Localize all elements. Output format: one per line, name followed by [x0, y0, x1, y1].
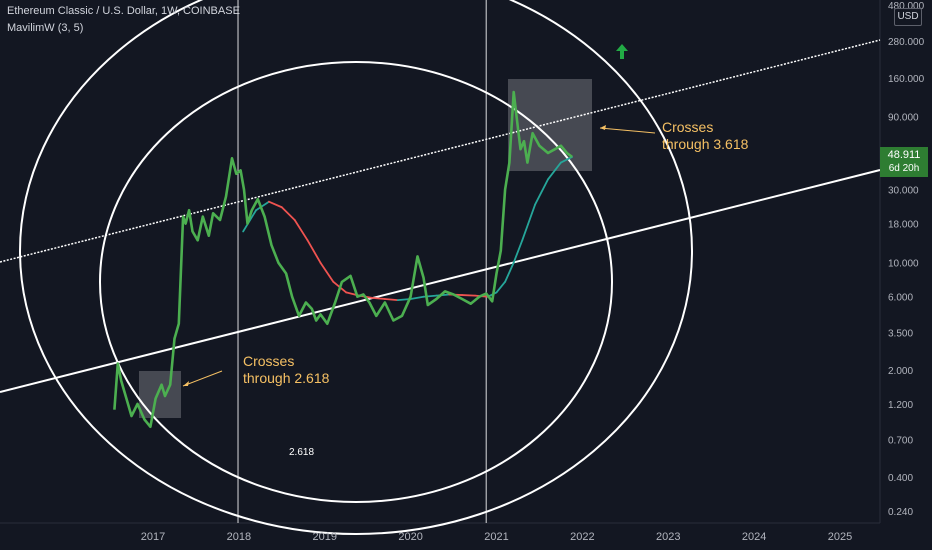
x-tick-label: 2023 — [656, 531, 680, 543]
x-tick-label: 2018 — [227, 531, 251, 543]
y-tick-label: 90.000 — [888, 112, 919, 123]
bar-countdown: 6d 20h — [888, 163, 920, 174]
annotation-upper[interactable]: Crosses through 3.618 — [662, 119, 749, 152]
ma-segment — [255, 200, 270, 212]
last-price-value: 48.911 — [887, 149, 921, 161]
ma-segment — [268, 200, 283, 209]
y-tick-label: 0.240 — [888, 507, 913, 518]
ma-segment — [383, 298, 399, 302]
y-tick-label: 0.400 — [888, 473, 913, 484]
indicator-label[interactable]: MavilimW (3, 5) — [7, 22, 84, 34]
currency-badge[interactable]: USD — [894, 8, 922, 26]
annotation-arrow-upper[interactable] — [599, 127, 656, 134]
ma-segment — [306, 239, 322, 264]
y-tick-label: 480.000 — [888, 1, 925, 12]
y-tick-label: 2.000 — [888, 366, 913, 377]
x-tick-label: 2025 — [828, 531, 852, 543]
ring-label: 2.618 — [289, 447, 314, 458]
y-tick-label: 280.000 — [888, 37, 925, 48]
x-tick-label: 2017 — [141, 531, 165, 543]
highlight-box-lower[interactable] — [139, 371, 181, 418]
trendline-solid[interactable] — [0, 169, 881, 393]
x-tick-label: 2020 — [398, 531, 422, 543]
ma-segment — [280, 206, 296, 221]
x-tick-label: 2019 — [313, 531, 337, 543]
ma-segment — [371, 296, 386, 300]
y-tick-label: 6.000 — [888, 293, 913, 304]
annotation-arrow-lower[interactable] — [182, 370, 223, 387]
annotation-lower[interactable]: Crosses through 2.618 — [243, 353, 330, 386]
x-tick-label: 2022 — [570, 531, 594, 543]
fib-ellipse-outer[interactable] — [19, 0, 693, 535]
y-tick-label: 160.000 — [888, 74, 925, 85]
annotation-arrowhead-lower — [183, 381, 189, 386]
ma-segment — [560, 156, 573, 164]
y-tick-label: 1.200 — [888, 400, 913, 411]
fib-ellipse-inner[interactable] — [99, 61, 613, 503]
ma-segment — [504, 261, 515, 283]
up-arrow-icon[interactable] — [616, 44, 628, 59]
ma-segment — [521, 203, 537, 242]
ma-segment — [293, 219, 309, 242]
y-tick-label: 0.700 — [888, 436, 913, 447]
ma-segment — [547, 161, 562, 181]
ma-segment — [319, 261, 335, 283]
x-tick-label: 2021 — [484, 531, 508, 543]
trendline-dotted[interactable] — [0, 39, 881, 263]
x-tick-label: 2024 — [742, 531, 766, 543]
chart-legend: Ethereum Classic / U.S. Dollar, 1W, COIN… — [7, 3, 240, 37]
highlight-box-upper[interactable] — [508, 79, 592, 171]
price-line[interactable] — [113, 90, 573, 429]
last-price-tag: 48.911 6d 20h — [880, 147, 928, 177]
symbol-title[interactable]: Ethereum Classic / U.S. Dollar, 1W, COIN… — [7, 5, 240, 17]
y-tick-label: 10.000 — [888, 259, 919, 270]
y-tick-label: 30.000 — [888, 186, 919, 197]
y-tick-label: 18.000 — [888, 220, 919, 231]
ma-segment — [534, 178, 549, 206]
ma-segment — [495, 280, 506, 294]
annotation-arrowhead-upper — [600, 125, 606, 130]
ma-segment — [461, 294, 476, 297]
ma-segment — [409, 295, 425, 300]
ma-segment — [512, 239, 524, 264]
y-tick-label: 3.500 — [888, 329, 913, 340]
